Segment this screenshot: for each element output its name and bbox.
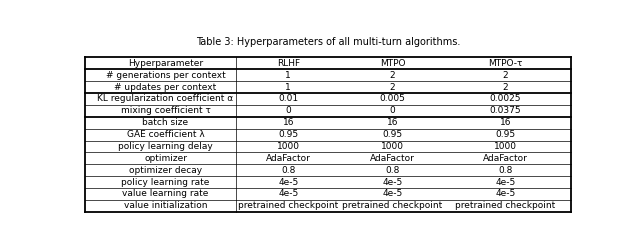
Text: 4e-5: 4e-5 <box>495 178 515 186</box>
Text: 1: 1 <box>285 83 291 92</box>
Text: 1: 1 <box>285 71 291 80</box>
Text: 1000: 1000 <box>381 142 404 151</box>
Text: Table 3: Hyperparameters of all multi-turn algorithms.: Table 3: Hyperparameters of all multi-tu… <box>196 37 460 47</box>
Text: 0.8: 0.8 <box>498 166 513 175</box>
Text: 16: 16 <box>500 118 511 127</box>
Text: MTPO: MTPO <box>380 59 405 68</box>
Text: 4e-5: 4e-5 <box>278 178 298 186</box>
Text: 0: 0 <box>390 106 396 115</box>
Text: 0.0375: 0.0375 <box>490 106 521 115</box>
Text: pretrained checkpoint: pretrained checkpoint <box>455 201 556 210</box>
Text: optimizer decay: optimizer decay <box>129 166 202 175</box>
Text: 4e-5: 4e-5 <box>382 189 403 198</box>
Text: 0.8: 0.8 <box>385 166 399 175</box>
Text: AdaFactor: AdaFactor <box>370 154 415 163</box>
Text: 2: 2 <box>390 83 396 92</box>
Text: AdaFactor: AdaFactor <box>266 154 311 163</box>
Text: RLHF: RLHF <box>276 59 300 68</box>
Text: 0.0025: 0.0025 <box>490 95 521 103</box>
Text: Hyperparameter: Hyperparameter <box>128 59 203 68</box>
Text: GAE coefficient λ: GAE coefficient λ <box>127 130 204 139</box>
Text: 4e-5: 4e-5 <box>495 189 515 198</box>
Text: pretrained checkpoint: pretrained checkpoint <box>238 201 339 210</box>
Text: value initialization: value initialization <box>124 201 207 210</box>
Text: batch size: batch size <box>143 118 189 127</box>
Text: 0.95: 0.95 <box>383 130 403 139</box>
Text: 16: 16 <box>283 118 294 127</box>
Text: AdaFactor: AdaFactor <box>483 154 528 163</box>
Text: policy learning rate: policy learning rate <box>122 178 210 186</box>
Text: 4e-5: 4e-5 <box>278 189 298 198</box>
Text: MTPO-τ: MTPO-τ <box>488 59 522 68</box>
Text: # updates per context: # updates per context <box>115 83 217 92</box>
Text: policy learning delay: policy learning delay <box>118 142 213 151</box>
Text: 2: 2 <box>502 83 508 92</box>
Text: 0: 0 <box>285 106 291 115</box>
Text: 4e-5: 4e-5 <box>382 178 403 186</box>
Text: 0.01: 0.01 <box>278 95 298 103</box>
Text: 16: 16 <box>387 118 398 127</box>
Text: 1000: 1000 <box>277 142 300 151</box>
Text: 2: 2 <box>502 71 508 80</box>
Text: 0.8: 0.8 <box>281 166 296 175</box>
Text: 1000: 1000 <box>494 142 517 151</box>
Text: 0.005: 0.005 <box>380 95 405 103</box>
Text: KL regularization coefficient α: KL regularization coefficient α <box>97 95 234 103</box>
Text: 0.95: 0.95 <box>278 130 298 139</box>
Text: 2: 2 <box>390 71 396 80</box>
Text: optimizer: optimizer <box>144 154 187 163</box>
Text: # generations per context: # generations per context <box>106 71 225 80</box>
Text: 0.95: 0.95 <box>495 130 515 139</box>
Text: value learning rate: value learning rate <box>122 189 209 198</box>
Text: pretrained checkpoint: pretrained checkpoint <box>342 201 443 210</box>
Text: mixing coefficient τ: mixing coefficient τ <box>120 106 211 115</box>
